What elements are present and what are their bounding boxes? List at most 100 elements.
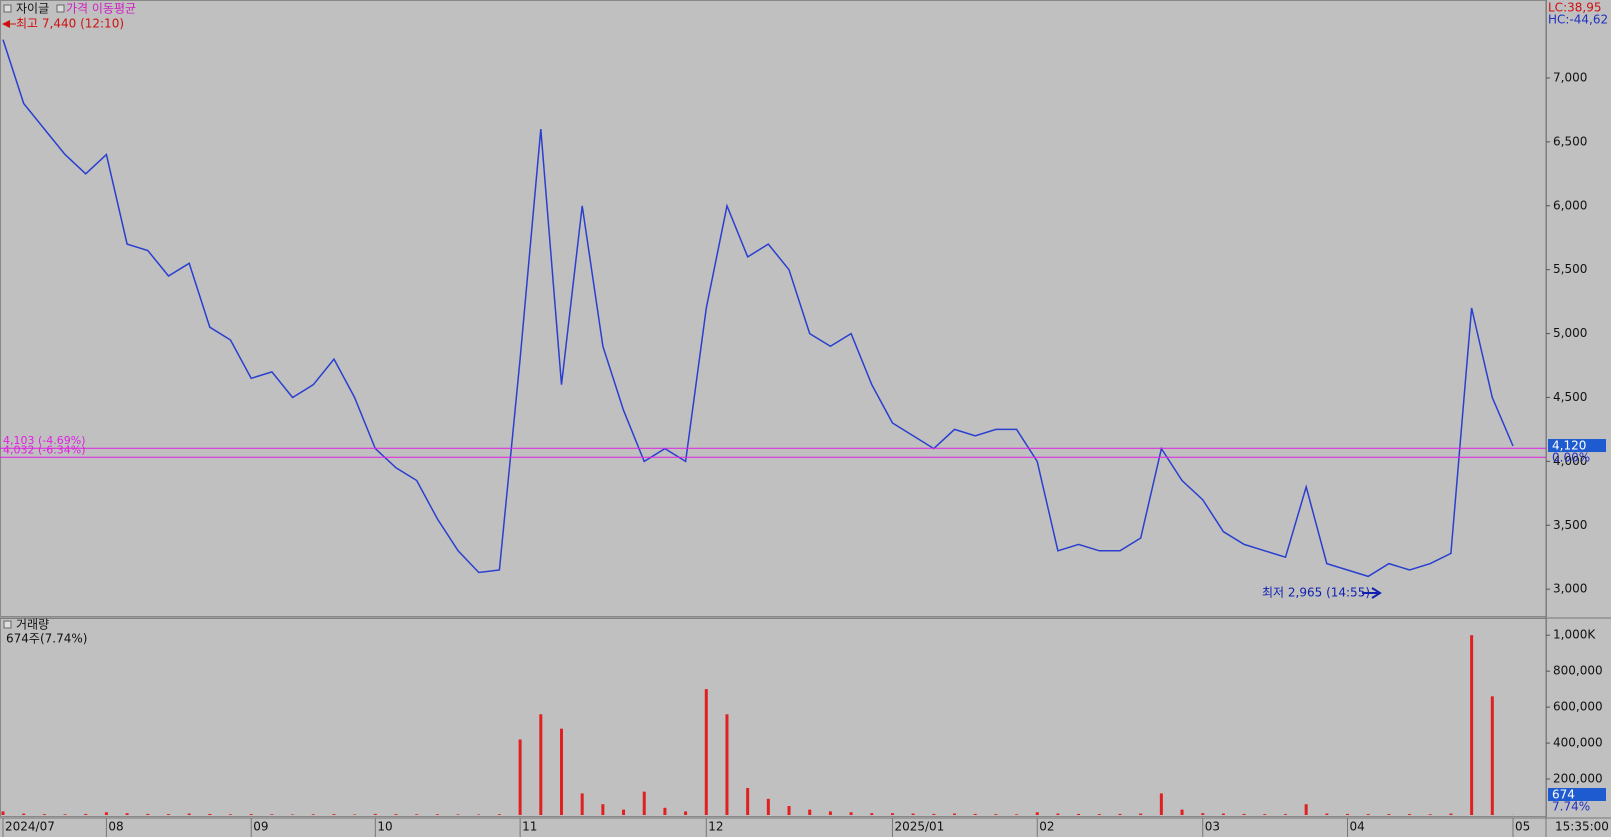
volume-bar <box>1 811 5 815</box>
volume-bar <box>787 806 791 815</box>
current-box <box>1548 788 1606 801</box>
volume-bar <box>415 814 419 815</box>
x-tick-label: 02 <box>1039 820 1054 834</box>
volume-bar <box>229 814 233 815</box>
y-tick-label: 4,000 <box>1553 454 1587 468</box>
x-tick-label: 12 <box>708 820 723 834</box>
volume-bar <box>435 814 439 815</box>
x-tick-label: 10 <box>377 820 392 834</box>
volume-bar <box>580 793 584 815</box>
y-tick-label: 5,000 <box>1553 326 1587 340</box>
y-tick-label: 4,500 <box>1553 390 1587 404</box>
current-change: 0.00% <box>1552 451 1590 465</box>
volume-bar <box>373 813 377 815</box>
y-tick-label: 5,500 <box>1553 262 1587 276</box>
legend-indicator: 가격 이동평균 <box>66 2 136 16</box>
volume-bar <box>766 798 770 815</box>
volume-bar <box>1139 813 1143 815</box>
volume-bar <box>187 813 191 815</box>
volume-bar <box>1263 814 1267 815</box>
volume-bar <box>808 809 812 815</box>
volume-bar <box>166 814 170 815</box>
volume-bar <box>332 814 336 815</box>
volume-bar <box>1242 813 1246 815</box>
volume-bar <box>1180 809 1184 815</box>
legend-icon <box>56 4 65 13</box>
volume-bar <box>559 728 563 815</box>
hc-label: HC:-44,62 <box>1548 13 1608 27</box>
volume-bar <box>1201 813 1205 815</box>
clock: 15:35:00 <box>1555 820 1609 834</box>
volume-bar <box>1408 814 1412 815</box>
volume-bar <box>953 813 957 815</box>
volume-bar <box>125 813 129 815</box>
volume-bar <box>1159 793 1163 815</box>
volume-bar <box>704 689 708 815</box>
y-tick-label: 400,000 <box>1553 736 1603 750</box>
x-tick-label: 04 <box>1350 820 1365 834</box>
current-box <box>1548 439 1606 453</box>
volume-bar <box>394 814 398 815</box>
volume-bar <box>642 791 646 815</box>
volume-bar <box>104 812 108 815</box>
x-tick-label: 2024/07 <box>5 820 55 834</box>
volume-bar <box>146 813 150 815</box>
volume-bar <box>1304 804 1308 815</box>
x-tick-label: 09 <box>253 820 268 834</box>
volume-bar <box>1470 635 1474 815</box>
volume-bar <box>870 813 874 815</box>
low-arrow <box>1362 587 1382 599</box>
current-label: 4,120 <box>1552 439 1586 453</box>
y-tick-label: 800,000 <box>1553 664 1603 678</box>
volume-bar <box>1221 813 1225 815</box>
volume-bar <box>63 814 67 815</box>
volume-bar <box>1387 814 1391 815</box>
volume-bar <box>746 788 750 815</box>
y-tick-label: 200,000 <box>1553 772 1603 786</box>
volume-bar <box>973 813 977 815</box>
volume-bar <box>1056 813 1060 815</box>
volume-bar <box>1428 814 1432 815</box>
legend-icon <box>3 4 12 13</box>
volume-bar <box>84 813 88 815</box>
x-tick-label: 08 <box>108 820 123 834</box>
volume-bar <box>1077 813 1081 815</box>
volume-bar <box>311 814 315 815</box>
volume-bar <box>725 714 729 815</box>
volume-bar <box>1118 813 1122 815</box>
volume-bar <box>1366 814 1370 815</box>
volume-bar <box>208 813 212 815</box>
volume-bar <box>1449 813 1453 815</box>
volume-bar <box>42 814 46 815</box>
volume-bar <box>828 811 832 815</box>
volume-bar <box>684 811 688 815</box>
volume-bar <box>22 813 26 815</box>
current-label: 674 <box>1552 788 1575 802</box>
price-line <box>2 39 1514 578</box>
legend-stock: 자이글 <box>16 2 49 16</box>
x-tick-label: 11 <box>522 820 537 834</box>
volume-bar <box>1283 814 1287 815</box>
volume-bar <box>849 812 853 815</box>
volume-bar <box>890 813 894 815</box>
y-tick-label: 7,000 <box>1553 70 1587 84</box>
volume-bar <box>1490 696 1494 815</box>
y-tick-label: 3,000 <box>1553 582 1587 596</box>
volume-bar <box>456 814 460 815</box>
volume-bar <box>911 813 915 815</box>
x-tick-label: 03 <box>1205 820 1220 834</box>
volume-title: 거래량 <box>16 618 49 632</box>
volume-bar <box>353 814 357 815</box>
reference-label: 4,103 (-4.69%) <box>3 434 85 447</box>
high-arrow <box>2 20 10 28</box>
volume-bar <box>1035 812 1039 815</box>
volume-bar <box>663 807 667 815</box>
volume-bar <box>270 814 274 815</box>
y-tick-label: 6,000 <box>1553 198 1587 212</box>
current-change: 7.74% <box>1552 800 1590 814</box>
high-annotation: 최고 7,440 (12:10) <box>16 17 124 31</box>
volume-bar <box>1015 814 1019 815</box>
volume-bar <box>539 714 543 815</box>
